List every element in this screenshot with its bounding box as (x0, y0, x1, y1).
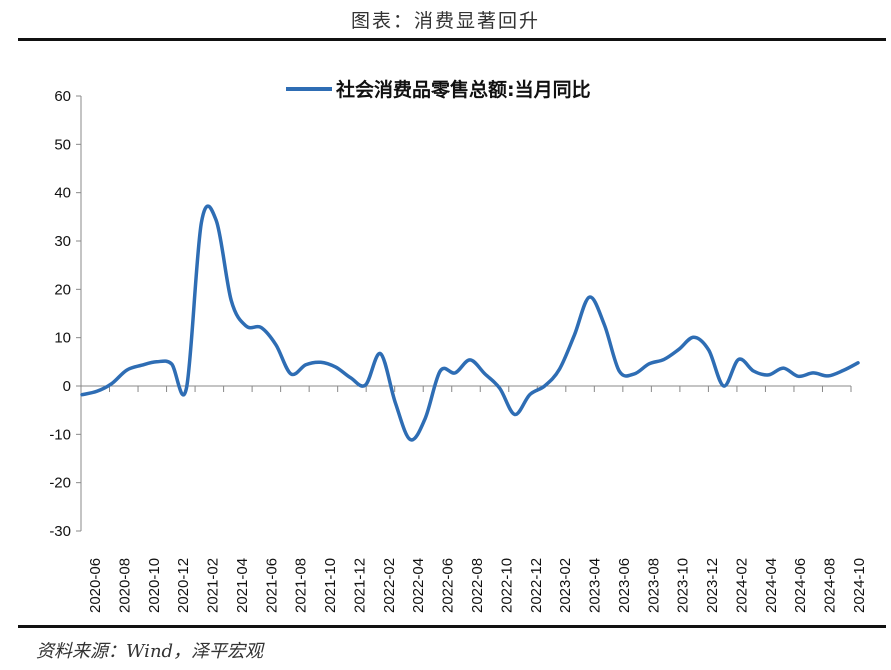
series-layer (80, 204, 860, 442)
x-tick-label: 2022-10 (498, 558, 515, 613)
x-tick-label: 2024-04 (763, 558, 780, 613)
x-tick-label: 2024-10 (851, 558, 868, 613)
x-tick-label: 2024-02 (733, 558, 750, 613)
y-tick-label: 0 (63, 378, 71, 395)
y-tick-label: -20 (49, 475, 71, 492)
x-tick-label: 2022-06 (440, 558, 457, 613)
x-tick-label: 2022-12 (528, 558, 545, 613)
y-tick-label: 10 (54, 330, 71, 347)
y-tick-label: 30 (54, 233, 71, 250)
figure-title: 图表：消费显著回升 (350, 10, 540, 32)
x-tick-label: 2020-12 (175, 558, 192, 613)
series-line-0 (80, 204, 860, 442)
y-axis: 60 50 40 30 20 10 0 -10 -20 -30 (49, 88, 82, 540)
x-tick-label: 2021-06 (263, 558, 280, 613)
y-tick-label: 60 (54, 88, 71, 105)
x-tick-label: 2020-10 (146, 558, 163, 613)
y-tick-label: 50 (54, 136, 71, 153)
x-tick-label: 2024-06 (792, 558, 809, 613)
y-tick-label: -30 (49, 523, 71, 540)
x-tick-label: 2023-02 (557, 558, 574, 613)
x-tick-label: 2021-12 (351, 558, 368, 613)
legend: 社会消费品零售总额:当月同比 (286, 78, 591, 101)
top-rule (18, 38, 886, 41)
x-tick-label: 2021-02 (205, 558, 222, 613)
x-tick-label: 2022-08 (469, 558, 486, 613)
source-note: 资料来源：Wind，泽平宏观 (36, 641, 264, 662)
x-tick-label: 2024-08 (822, 558, 839, 613)
y-tick-label: -10 (49, 426, 71, 443)
x-tick-label: 2022-04 (410, 558, 427, 613)
x-tick-label: 2023-08 (645, 558, 662, 613)
x-tick-label: 2023-12 (704, 558, 721, 613)
x-tick-label: 2022-02 (381, 558, 398, 613)
legend-label: 社会消费品零售总额:当月同比 (335, 78, 591, 101)
bottom-rule (18, 625, 886, 628)
x-tick-label: 2021-10 (322, 558, 339, 613)
y-tick-label: 40 (54, 185, 71, 202)
x-tick-label: 2021-04 (234, 558, 251, 613)
x-tick-label: 2020-06 (87, 558, 104, 613)
x-tick-label: 2023-06 (616, 558, 633, 613)
x-tick-label: 2023-10 (675, 558, 692, 613)
x-tick-label: 2023-04 (587, 558, 604, 613)
x-tick-label: 2020-08 (116, 558, 133, 613)
y-tick-label: 20 (54, 281, 71, 298)
x-axis: 2020-06 2020-08 2020-10 2020-12 2021-02 2021-… (80, 385, 868, 613)
x-tick-label: 2021-08 (293, 558, 310, 613)
